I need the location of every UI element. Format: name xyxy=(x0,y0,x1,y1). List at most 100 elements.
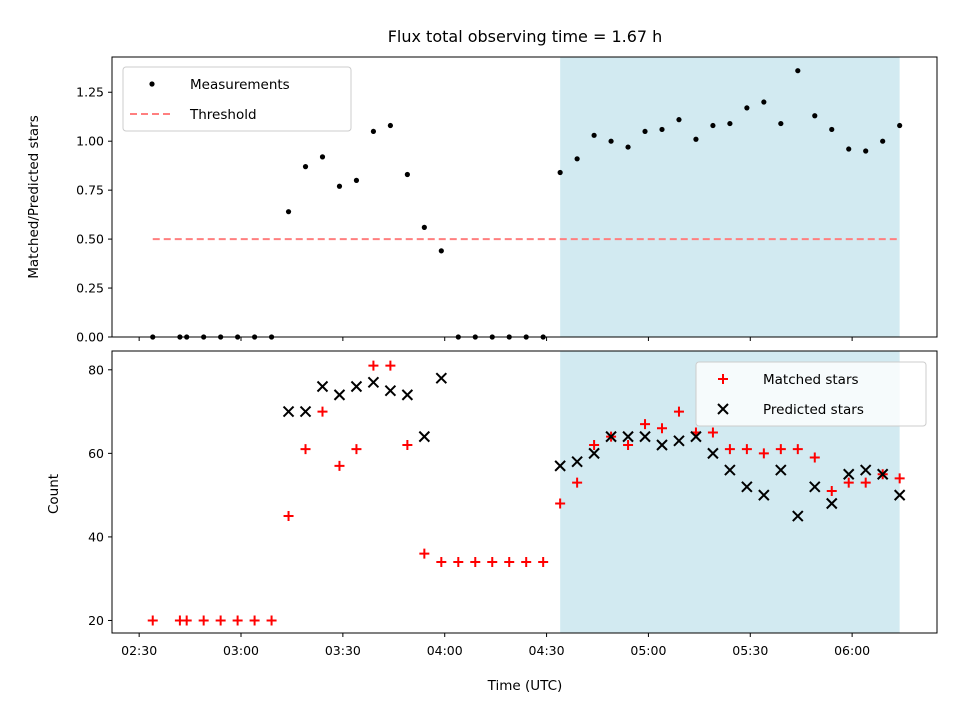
matched-stars-point xyxy=(555,498,566,509)
matched-stars-point xyxy=(368,360,379,371)
x-tick-label: 06:00 xyxy=(834,643,870,658)
plot-frame-1 xyxy=(111,56,938,338)
y-tick-label: 80 xyxy=(88,362,104,377)
matched-stars-point xyxy=(521,556,532,567)
matched-stars-point xyxy=(758,448,769,459)
matched-stars-point xyxy=(826,485,837,496)
legend-1: Measurements Threshold xyxy=(122,66,352,132)
predicted-stars-point xyxy=(299,405,312,418)
predicted-stars-point xyxy=(418,430,431,443)
predicted-stars-point xyxy=(893,489,906,501)
legend-label: Predicted stars xyxy=(763,402,864,418)
y-tick-label: 1.25 xyxy=(76,85,104,100)
y-tick-label: 40 xyxy=(88,529,104,544)
measurements-point xyxy=(863,148,869,154)
measurements-point xyxy=(846,146,852,152)
matched-stars-point xyxy=(385,360,396,371)
y-axis-label-top: Matched/Predicted stars xyxy=(26,115,42,278)
predicted-stars-point xyxy=(639,430,651,443)
matched-stars-point xyxy=(673,406,684,417)
predicted-stars-point xyxy=(826,497,838,510)
legend-swatch xyxy=(718,374,728,384)
matched-stars-point xyxy=(334,460,345,471)
x-tick-label: 03:00 xyxy=(223,643,259,658)
matched-stars-point xyxy=(317,406,328,417)
predicted-stars-point xyxy=(554,460,566,472)
measurements-point xyxy=(370,128,377,135)
chart-title: Flux total observing time = 1.67 h xyxy=(388,27,663,46)
matched-stars-point xyxy=(640,419,651,430)
legend-label: Matched stars xyxy=(763,372,859,388)
y-tick-label: 0.25 xyxy=(76,281,104,296)
predicted-stars-point xyxy=(282,405,295,418)
predicted-stars-point xyxy=(673,435,685,447)
x-tick-label: 02:30 xyxy=(121,643,157,658)
matched-stars-point xyxy=(809,452,820,463)
matched-stars-point xyxy=(402,440,413,450)
matched-stars-point xyxy=(470,556,481,567)
predicted-stars-point xyxy=(758,489,770,501)
predicted-stars-point xyxy=(707,447,719,460)
measurements-point xyxy=(353,177,360,183)
matched-stars-point xyxy=(775,444,786,455)
predicted-stars-point xyxy=(401,389,414,401)
measurements-point xyxy=(302,164,309,170)
matched-stars-point xyxy=(538,556,549,567)
observing-span-shade-1 xyxy=(560,57,900,337)
predicted-stars-point xyxy=(333,389,346,401)
matched-stars-point xyxy=(707,427,718,438)
measurements-point xyxy=(625,144,631,150)
y-axis-label-bottom: Count xyxy=(46,474,62,514)
predicted-stars-point xyxy=(384,384,397,397)
matched-stars-point xyxy=(792,444,803,455)
measurements-point xyxy=(387,122,393,129)
predicted-stars-point xyxy=(622,430,634,443)
measurements-point xyxy=(676,117,682,123)
matched-stars-point xyxy=(147,615,158,626)
measurements-point xyxy=(761,99,767,105)
matched-stars-point xyxy=(283,511,294,522)
y-tick-label: 1.00 xyxy=(76,134,104,149)
predicted-stars-point xyxy=(367,376,380,389)
legend-swatch xyxy=(717,403,729,415)
matched-stars-point xyxy=(181,615,192,626)
measurements-point xyxy=(727,120,733,127)
matched-stars-point xyxy=(249,615,260,626)
predicted-stars-point xyxy=(843,468,855,480)
matched-stars-point xyxy=(623,440,634,450)
measurements-point xyxy=(812,113,818,119)
measurements-point xyxy=(744,105,750,111)
matched-stars-point xyxy=(453,556,464,567)
legend-label: Threshold xyxy=(189,107,257,123)
legend-box xyxy=(122,66,352,132)
predicted-stars-point xyxy=(605,430,617,443)
predicted-stars-point xyxy=(809,481,821,493)
legend-swatch xyxy=(149,81,155,87)
matched-stars-point xyxy=(232,615,243,626)
measurements-point xyxy=(710,122,716,129)
predicted-stars-point xyxy=(792,510,804,522)
plot-frame-2 xyxy=(111,350,938,634)
measurements-point xyxy=(336,183,343,189)
predicted-stars-point xyxy=(876,468,889,480)
measurements-point xyxy=(591,132,597,138)
predicted-stars-point xyxy=(724,464,736,476)
predicted-stars-point xyxy=(859,464,872,476)
measurements-point xyxy=(778,120,784,127)
matched-stars-point xyxy=(572,477,583,488)
matched-stars-point xyxy=(419,548,430,559)
x-tick-label: 03:30 xyxy=(325,643,361,658)
predicted-stars-point xyxy=(571,456,583,468)
y-tick-label: 0.75 xyxy=(76,183,104,198)
measurements-point xyxy=(659,126,665,133)
x-tick-label: 04:00 xyxy=(427,643,463,658)
legend-label: Measurements xyxy=(190,77,290,93)
y-tick-label: 0.50 xyxy=(76,232,104,247)
measurements-point xyxy=(693,136,699,142)
matched-stars-point xyxy=(724,444,735,455)
x-tick-label: 05:30 xyxy=(732,643,768,658)
measurements-point xyxy=(421,224,427,230)
measurements-point xyxy=(829,126,835,133)
predicted-stars-point xyxy=(588,447,600,460)
matched-stars-point xyxy=(860,477,871,488)
